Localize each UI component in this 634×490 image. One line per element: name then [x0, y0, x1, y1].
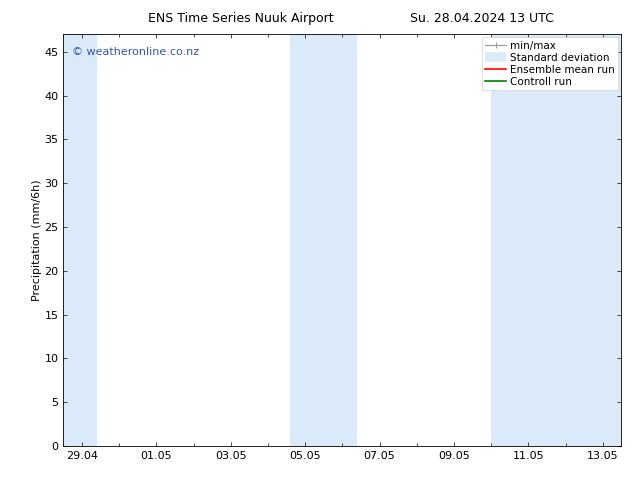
Text: ENS Time Series Nuuk Airport: ENS Time Series Nuuk Airport	[148, 12, 333, 25]
Legend: min/max, Standard deviation, Ensemble mean run, Controll run: min/max, Standard deviation, Ensemble me…	[482, 37, 618, 90]
Text: Su. 28.04.2024 13 UTC: Su. 28.04.2024 13 UTC	[410, 12, 553, 25]
Y-axis label: Precipitation (mm/6h): Precipitation (mm/6h)	[32, 179, 42, 301]
Text: © weatheronline.co.nz: © weatheronline.co.nz	[72, 47, 199, 57]
Bar	[290, 34, 357, 446]
Bar	[63, 34, 97, 446]
Bar	[491, 34, 621, 446]
